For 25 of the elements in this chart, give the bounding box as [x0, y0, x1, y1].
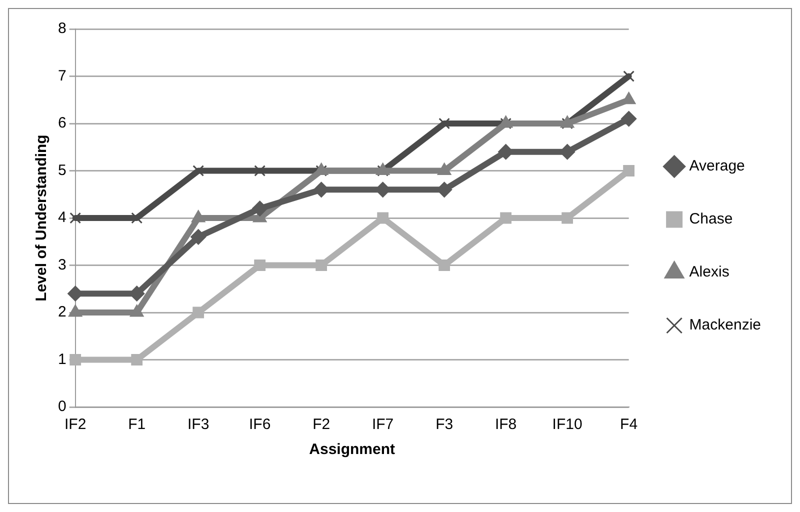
legend-label: Alexis [689, 264, 730, 281]
x-tick-label: F3 [436, 416, 454, 434]
y-tick-label: 0 [58, 398, 66, 416]
x-tick-label: F1 [128, 416, 146, 434]
x-tick-label: IF10 [552, 416, 582, 434]
y-tick-label: 3 [58, 256, 66, 274]
x-tick-label: F2 [312, 416, 330, 434]
y-tick-label: 8 [58, 20, 66, 38]
x-axis-title: Assignment [309, 441, 395, 458]
y-tick-label: 4 [58, 209, 66, 226]
legend-label: Mackenzie [689, 316, 762, 334]
y-tick-label: 7 [58, 67, 66, 84]
y-tick-label: 1 [58, 350, 66, 368]
x-tick-label: IF6 [248, 416, 271, 434]
y-tick-label: 6 [58, 114, 66, 132]
x-tick-label: F4 [620, 416, 638, 434]
x-tick-label: IF2 [64, 416, 86, 434]
y-tick-label: 5 [58, 162, 66, 179]
x-tick-label: IF8 [494, 416, 517, 434]
legend-label: Average [689, 158, 745, 175]
x-tick-label: IF3 [187, 416, 210, 434]
x-tick-label: IF7 [372, 416, 394, 434]
y-axis-title: Level of Understanding [33, 134, 50, 302]
y-tick-label: 2 [58, 304, 66, 321]
legend-label: Chase [689, 210, 733, 228]
